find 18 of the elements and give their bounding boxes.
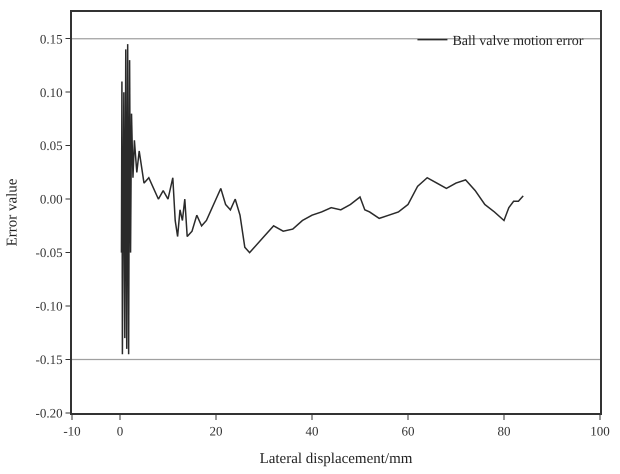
x-axis-title: Lateral displacement/mm (260, 450, 413, 467)
y-tick-label: -0.15 (36, 352, 63, 368)
y-tick-label: 0.05 (40, 138, 63, 154)
x-tick-label: 60 (402, 423, 414, 438)
y-tick-label: -0.10 (36, 298, 63, 314)
y-tick-label: 0.10 (40, 84, 63, 100)
x-tick-label: -10 (63, 423, 81, 438)
legend-label: Ball valve motion error (452, 34, 584, 50)
x-tick-label: 40 (306, 423, 318, 438)
x-tick-label: 100 (590, 423, 610, 438)
x-tick-label: 80 (498, 423, 510, 438)
y-tick-label: -0.20 (36, 406, 63, 421)
y-tick-label: -0.05 (36, 245, 63, 260)
y-tick-label: 0.15 (40, 31, 63, 46)
x-tick-label: 0 (116, 423, 124, 438)
y-tick-label: 0.00 (40, 192, 63, 207)
x-tick-label: 20 (210, 423, 222, 438)
y-axis-title: Error value (4, 178, 20, 246)
